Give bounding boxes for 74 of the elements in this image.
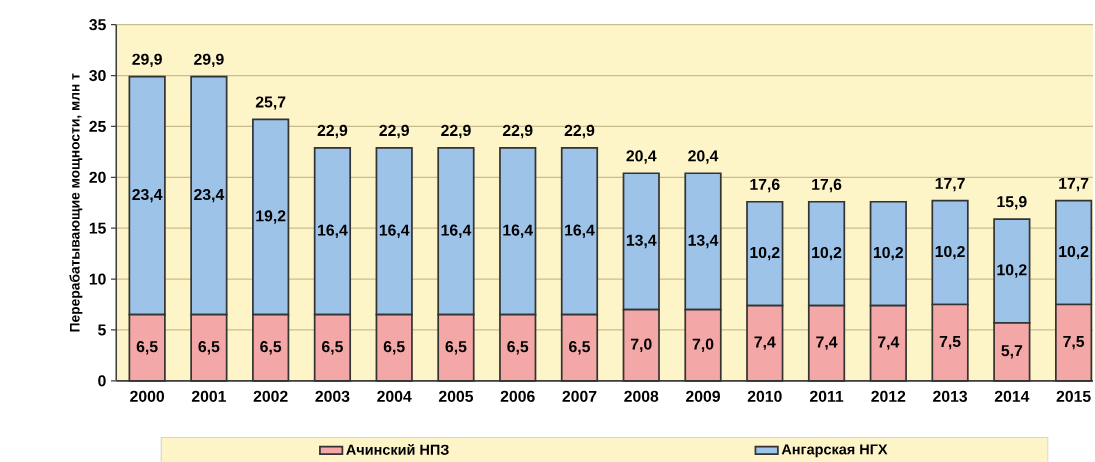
data-label: 16,4 [565,224,595,239]
total-label: 17,7 [1059,178,1089,192]
data-label: 6,5 [260,341,282,355]
x-tick-label: 2003 [315,390,350,403]
y-tick-label: 5 [98,324,106,336]
data-label: 6,5 [445,341,467,355]
data-label: 7,4 [878,336,900,350]
data-label: 10,2 [873,247,904,261]
data-label: 7,4 [816,336,838,350]
total-label: 20,4 [688,150,719,164]
y-axis-title: Перерабатывающие мощности, млн т [69,73,83,332]
x-tick-label: 2010 [747,390,782,403]
data-label: 7,5 [1063,336,1085,350]
data-label: 7,4 [754,336,776,350]
data-label: 10,2 [750,247,780,261]
data-label: 10,2 [997,264,1027,278]
x-tick-label: 2006 [500,390,535,403]
x-tick-label: 2014 [994,390,1030,403]
total-label: 22,9 [564,125,595,139]
total-label: 22,9 [441,125,471,139]
total-label: 25,7 [255,96,286,110]
x-tick-label: 2007 [562,390,597,403]
data-label: 6,5 [136,341,158,355]
x-tick-label: 2009 [686,390,720,403]
total-label: 17,7 [935,178,965,192]
data-label: 16,4 [379,224,410,239]
x-tick-label: 2001 [191,390,226,403]
legend-label: Ангарская НГХ [781,444,888,458]
legend-label: Ачинский НПЗ [346,444,449,455]
data-label: 6,5 [569,341,591,355]
data-label: 16,4 [503,224,533,239]
data-label: 13,4 [626,234,657,249]
y-tick-label: 25 [89,120,106,133]
data-label: 10,2 [812,247,842,261]
data-label: 6,5 [198,341,220,355]
total-label: 22,9 [502,125,533,139]
y-tick-label: 20 [89,171,106,184]
data-label: 10,2 [935,246,965,260]
total-label: 29,9 [194,53,224,68]
data-label: 7,5 [939,336,961,350]
total-label: 17,6 [750,178,780,193]
x-tick-label: 2015 [1056,390,1091,403]
x-tick-label: 2011 [809,390,844,403]
total-label: 15,9 [997,196,1027,210]
x-tick-label: 2013 [933,390,968,403]
x-tick-label: 2002 [253,390,288,403]
data-label: 19,2 [256,210,286,224]
x-tick-label: 2004 [377,390,412,403]
total-label: 29,9 [132,53,162,68]
data-label: 6,5 [507,341,529,355]
data-label: 10,2 [1059,246,1089,260]
data-label: 23,4 [194,189,225,203]
data-label: 13,4 [688,234,719,249]
x-tick-label: 2008 [624,390,659,403]
x-tick-label: 2005 [438,390,474,403]
y-tick-label: 10 [89,273,106,285]
total-label: 22,9 [317,125,348,139]
data-label: 5,7 [1001,345,1023,359]
data-label: 7,0 [692,338,714,353]
y-tick-label: 0 [98,375,106,387]
y-tick-label: 15 [89,222,106,234]
y-tick-label: 35 [89,19,106,31]
data-label: 6,5 [322,341,343,355]
data-label: 6,5 [383,341,405,355]
y-tick-label: 30 [89,70,106,82]
data-label: 16,4 [318,224,348,239]
total-label: 20,4 [626,150,657,164]
data-label: 23,4 [132,189,163,203]
data-label: 7,0 [630,338,652,353]
data-label: 16,4 [441,224,472,239]
total-label: 22,9 [379,125,409,139]
x-tick-label: 2012 [871,390,906,403]
x-tick-label: 2000 [130,390,165,403]
total-label: 17,6 [812,178,842,193]
